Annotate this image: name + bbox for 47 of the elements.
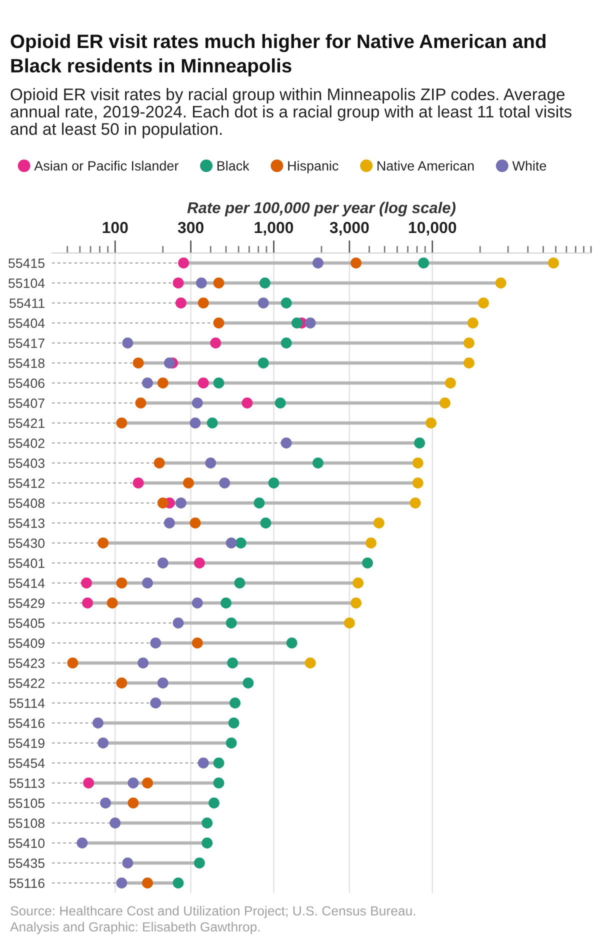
y-tick-label: 55412 xyxy=(8,478,44,488)
text: Analysis and Graphic: Elisabeth Gawthrop. xyxy=(10,922,260,934)
y-tick-label: 55116 xyxy=(10,878,44,888)
y-tick-label: 55105 xyxy=(8,798,44,808)
x-tick-label: 100 xyxy=(102,222,128,234)
x-tick-label: 300 xyxy=(178,222,204,234)
y-tick-label: 55419 xyxy=(8,738,44,748)
x-tick-label: 3,000 xyxy=(330,222,369,236)
y-tick-label: 55408 xyxy=(8,498,44,508)
y-tick-label: 55423 xyxy=(8,658,44,668)
y-tick-label: 55422 xyxy=(8,678,44,688)
y-tick-label: 55406 xyxy=(8,378,44,388)
y-tick-label: 55407 xyxy=(8,398,44,408)
x-tick-label: 1,000 xyxy=(254,222,294,236)
source-note: Source: Healthcare Cost and Utilization Project; U.S. Census Bureau. xyxy=(10,906,416,918)
y-tick-label: 55409 xyxy=(8,638,44,648)
y-tick-label: 55114 xyxy=(10,698,45,708)
y-tick-label: 55421 xyxy=(8,418,44,428)
y-tick-label: 55415 xyxy=(8,258,44,268)
y-tick-label: 55435 xyxy=(8,858,44,868)
y-tick-label: 55414 xyxy=(8,578,45,588)
y-tick-label: 55410 xyxy=(8,838,45,848)
x-tick-label: 10,000 xyxy=(408,222,456,236)
legend-label: Native American xyxy=(378,160,474,171)
y-tick-label: 55413 xyxy=(8,518,44,528)
y-tick-label: 55402 xyxy=(8,438,44,448)
legend-label: Asian or Pacific Islander xyxy=(34,160,178,171)
y-tick-label: 55411 xyxy=(10,298,44,308)
y-tick-label: 55401 xyxy=(8,558,44,568)
legend-label: White xyxy=(512,160,546,171)
chart-title: Opioid ER visit rates much higher for Native American and Black residents in Minneapolis xyxy=(10,34,546,76)
y-tick-label: 55454 xyxy=(8,758,45,768)
y-tick-label: 55104 xyxy=(8,278,45,288)
chart-subtitle: Opioid ER visit rates by racial group within Minneapolis ZIP codes. Average annual rate, 2019-2024. Each dot is a racial group with at least 11 total visits and at least 50 in population. xyxy=(10,88,572,138)
y-tick-label: 55404 xyxy=(8,318,45,328)
x-axis-title: Rate per 100,000 per year (log scale) xyxy=(187,202,456,216)
y-tick-label: 55418 xyxy=(8,358,44,368)
y-tick-label: 55416 xyxy=(8,718,44,728)
legend-label: Black xyxy=(217,160,250,171)
legend-label: Hispanic xyxy=(288,160,338,174)
y-tick-label: 55429 xyxy=(8,598,44,608)
y-tick-label: 55405 xyxy=(8,618,44,628)
y-tick-label: 55403 xyxy=(8,458,44,468)
y-tick-label: 55430 xyxy=(8,538,45,548)
y-tick-label: 55113 xyxy=(10,778,44,788)
y-tick-label: 55108 xyxy=(8,818,44,828)
y-tick-label: 55417 xyxy=(8,338,44,348)
